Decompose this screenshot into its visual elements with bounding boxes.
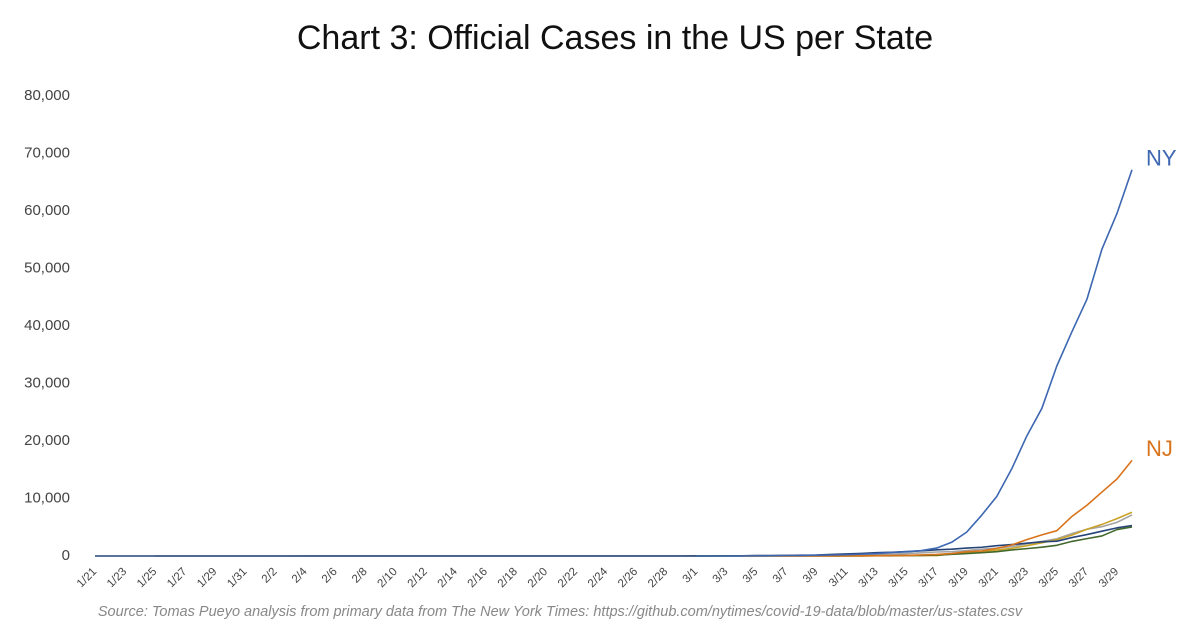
x-tick-label: 1/23 [105, 566, 129, 590]
y-tick-label: 0 [62, 547, 70, 564]
x-tick-label: 3/5 [741, 566, 761, 586]
x-tick-label: 3/19 [947, 566, 971, 590]
y-tick-label: 70,000 [24, 144, 70, 161]
x-tick-label: 2/14 [436, 565, 461, 590]
x-tick-label: 3/9 [801, 566, 821, 586]
x-tick-label: 2/4 [290, 565, 310, 585]
x-tick-label: 3/21 [977, 566, 1001, 590]
x-tick-label: 2/8 [350, 566, 370, 586]
x-tick-label: 3/23 [1007, 566, 1031, 590]
x-tick-label: 3/11 [827, 566, 851, 590]
x-tick-label: 2/24 [586, 565, 611, 590]
y-tick-label: 40,000 [24, 317, 70, 334]
x-tick-label: 2/18 [496, 566, 520, 590]
x-tick-label: 2/26 [616, 566, 640, 590]
y-tick-label: 20,000 [24, 432, 70, 449]
y-tick-label: 60,000 [24, 202, 70, 219]
x-tick-label: 3/13 [856, 566, 880, 590]
x-tick-label: 1/31 [225, 566, 249, 590]
series-line [696, 169, 1133, 557]
x-tick-label: 3/29 [1097, 566, 1121, 590]
x-tick-label: 2/28 [646, 566, 670, 590]
x-tick-label: 2/22 [556, 566, 580, 590]
x-tick-label: 3/1 [681, 566, 701, 586]
x-tick-label: 2/6 [320, 566, 340, 586]
x-tick-label: 1/29 [195, 566, 219, 590]
x-tick-label: 1/25 [135, 566, 159, 590]
x-tick-label: 2/16 [466, 566, 490, 590]
series-label: NY [1146, 146, 1177, 171]
series-line [95, 524, 1133, 557]
x-tick-label: 2/10 [376, 566, 400, 590]
x-tick-label: 3/27 [1067, 566, 1091, 590]
y-tick-label: 30,000 [24, 374, 70, 391]
x-tick-label: 3/3 [711, 566, 731, 586]
x-tick-label: 1/27 [165, 566, 189, 590]
x-tick-label: 2/20 [526, 566, 550, 590]
x-tick-label: 3/7 [771, 566, 791, 586]
x-tick-label: 3/17 [917, 566, 941, 590]
x-tick-label: 2/12 [406, 566, 430, 590]
series-label: NJ [1146, 436, 1173, 461]
x-tick-label: 2/2 [260, 566, 280, 586]
chart-title: Chart 3: Official Cases in the US per St… [297, 19, 933, 57]
x-tick-label: 3/15 [887, 566, 911, 590]
y-tick-label: 10,000 [24, 489, 70, 506]
y-tick-label: 80,000 [24, 87, 70, 104]
x-tick-label: 3/25 [1037, 566, 1061, 590]
source-note: Source: Tomas Pueyo analysis from primar… [98, 604, 1023, 620]
y-tick-label: 50,000 [24, 259, 70, 276]
x-tick-label: 1/21 [75, 566, 99, 590]
